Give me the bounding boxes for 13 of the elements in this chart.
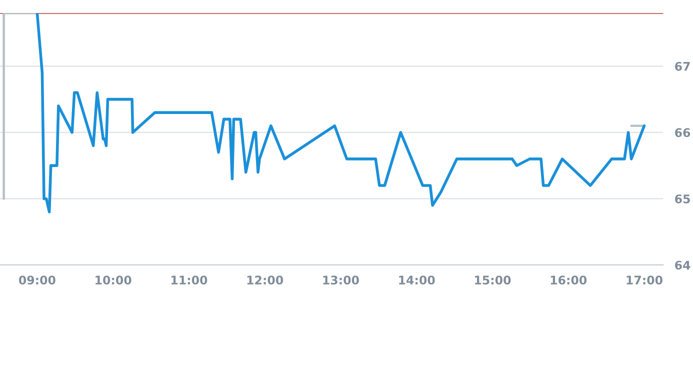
x-tick-label: 14:00 <box>399 276 435 285</box>
y-tick-label: 65 <box>675 194 690 204</box>
y-tick-label: 67 <box>675 62 690 71</box>
x-tick-label: 12:00 <box>247 276 284 285</box>
x-tick-label: 10:00 <box>96 276 132 285</box>
x-tick-label: 15:00 <box>475 276 511 285</box>
y-tick-label: 64 <box>675 260 690 270</box>
x-tick-label: 09:00 <box>18 276 56 285</box>
x-tick-label: 13:00 <box>323 276 359 285</box>
x-tick-label: 17:00 <box>626 276 662 285</box>
x-tick-label: 11:00 <box>171 276 208 285</box>
y-tick-label: 66 <box>675 128 690 138</box>
x-tick-label: 16:00 <box>550 276 587 285</box>
